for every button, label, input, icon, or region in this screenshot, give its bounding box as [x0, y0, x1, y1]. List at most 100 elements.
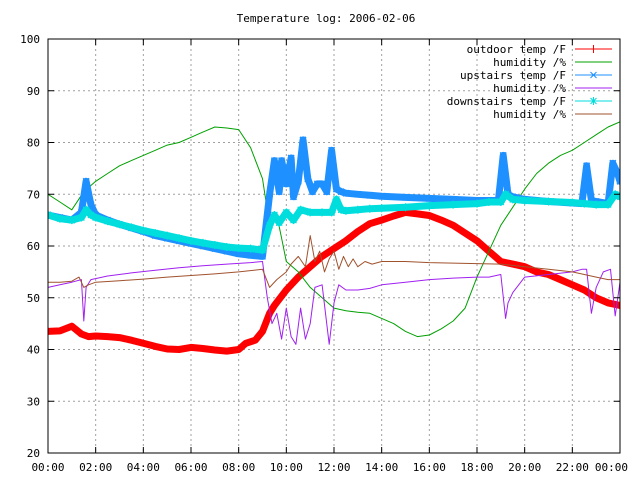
series-point [520, 196, 529, 205]
series-point [501, 190, 510, 199]
legend-label: humidity /% [493, 108, 566, 121]
series-point [282, 180, 290, 188]
series-point [163, 231, 172, 240]
legend-marker [590, 71, 597, 79]
series-point [82, 177, 90, 185]
y-tick-label: 70 [27, 188, 40, 201]
series-point [258, 246, 267, 255]
series-point [258, 252, 267, 260]
series-point [365, 204, 374, 213]
series-point [247, 251, 255, 259]
series-point [270, 210, 279, 219]
y-tick-label: 100 [20, 33, 40, 46]
series-point [328, 146, 336, 154]
series-point [609, 159, 617, 167]
x-tick-label: 02:00 [79, 461, 112, 474]
series-point [175, 234, 184, 243]
series-point [235, 250, 243, 258]
series-point [473, 199, 481, 208]
series-point [354, 190, 362, 198]
series-point [342, 189, 350, 197]
series-point [289, 193, 298, 201]
series-point [544, 197, 553, 206]
grid [48, 39, 620, 453]
series-point [304, 175, 312, 183]
series-point [77, 213, 86, 222]
series-point [580, 199, 589, 208]
series-point [86, 210, 95, 219]
series-point [337, 188, 345, 196]
series-point [377, 204, 386, 213]
series-point [275, 188, 283, 196]
legend-marker [589, 97, 598, 105]
legend-label: humidity /% [493, 56, 566, 69]
series-point [341, 206, 350, 215]
x-tick-label: 08:00 [222, 461, 255, 474]
series-point [91, 213, 100, 222]
series-point [270, 157, 278, 165]
series-point [234, 244, 243, 253]
y-tick-label: 40 [27, 344, 40, 357]
series-point [187, 236, 195, 245]
series-point [318, 208, 327, 217]
plot-area [48, 121, 620, 355]
series-point [332, 195, 341, 204]
series-point [425, 201, 434, 210]
series-line-5 [48, 235, 620, 288]
x-tick-label: 04:00 [127, 461, 160, 474]
series-point [323, 188, 331, 196]
series-point [222, 243, 231, 252]
series-point [499, 151, 507, 159]
series-point [332, 185, 340, 193]
x-tick-label: 18:00 [460, 461, 493, 474]
series-point [103, 217, 112, 226]
x-tick-label: 14:00 [365, 461, 398, 474]
series-point [496, 198, 505, 207]
legend-label: upstairs temp /F [460, 69, 566, 82]
x-tick-label: 10:00 [270, 461, 303, 474]
legend-label: outdoor temp /F [467, 43, 566, 56]
series-point [278, 157, 286, 165]
series-point [296, 205, 305, 214]
series-point [294, 177, 302, 185]
x-tick-label: 00:00 [595, 461, 628, 474]
x-tick-label: 00:00 [31, 461, 64, 474]
y-tick-label: 30 [27, 395, 40, 408]
series-point [115, 220, 124, 229]
axes: 20 30 40 50 60 70 80 90 100 00:00 02:00 04:00 06:00 0… [20, 33, 628, 474]
series-point [265, 221, 274, 230]
series-point [583, 162, 591, 170]
series-point [309, 188, 317, 196]
series-point [616, 177, 620, 185]
series-point [508, 195, 517, 204]
series-point [210, 240, 219, 249]
series-point [337, 205, 346, 214]
chart-title: Temperature log: 2006-02-06 [237, 12, 416, 25]
x-tick-label: 22:00 [556, 461, 589, 474]
series-point [568, 198, 577, 207]
series-line-3 [48, 261, 620, 345]
y-tick-label: 60 [27, 240, 40, 253]
series-point [353, 205, 362, 214]
x-tick-label: 16:00 [413, 461, 446, 474]
series-point [82, 205, 91, 214]
series-point [275, 218, 284, 227]
series-point [246, 244, 255, 253]
series-point [425, 194, 433, 202]
series-point [287, 154, 295, 162]
series-point [318, 180, 326, 188]
y-tick-label: 90 [27, 85, 40, 98]
series-point [306, 208, 315, 217]
series-point [484, 198, 493, 207]
series-point [378, 192, 386, 200]
series-line-4 [48, 190, 620, 254]
series-point [366, 191, 374, 199]
series-point [282, 208, 291, 217]
y-tick-label: 20 [27, 447, 40, 460]
series-point [449, 200, 458, 209]
series-point [289, 216, 298, 225]
legend-marker [589, 45, 598, 53]
series-point [592, 200, 601, 209]
y-tick-label: 50 [27, 292, 40, 305]
